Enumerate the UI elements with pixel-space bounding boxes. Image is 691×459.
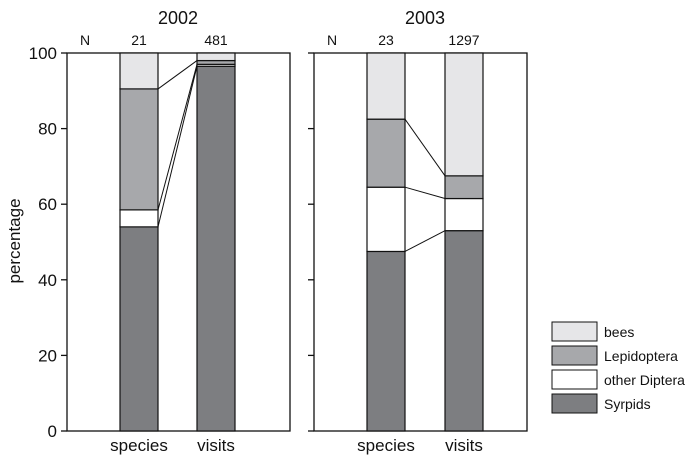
bar-segment-bees-visits-2002 [196, 52, 236, 62]
panel-2003: 2003 N 23 1297 species visits [308, 8, 528, 455]
bar-segment-bees-visits-2003 [444, 52, 484, 177]
y-tick-label-100: 100 [29, 44, 57, 63]
connector-line-2-2003 [404, 186, 446, 200]
n-label-2002: N [80, 32, 90, 48]
legend-swatch-other-diptera [551, 369, 598, 390]
legend-label-bees: bees [604, 324, 634, 340]
legend-label-other-diptera: other Diptera [604, 372, 685, 388]
legend-swatch-syrpids [551, 393, 598, 414]
panel-title-2002: 2002 [158, 8, 198, 28]
connector-line-3-2002 [157, 60, 198, 90]
bar-segment-other-diptera-visits-2003 [444, 197, 484, 232]
bar-segment-other-diptera-species-2003 [366, 186, 406, 253]
legend-label-syrpids: Syrpids [604, 396, 651, 412]
legend: bees Lepidoptera other Diptera Syrpids [551, 321, 685, 414]
bar-segment-other-diptera-species-2002 [119, 209, 159, 228]
n-value-visits-2003: 1297 [448, 32, 479, 48]
y-axis-label: percentage [5, 198, 24, 283]
y-tick-label-20: 20 [38, 346, 57, 365]
bar-segment-lepidoptera-species-2003 [366, 118, 406, 188]
n-value-species-2003: 23 [378, 32, 394, 48]
n-value-species-2002: 21 [131, 32, 147, 48]
plot-frame-2002 [66, 52, 291, 432]
x-tick-label-visits: visits [445, 436, 483, 455]
y-tick-label-60: 60 [38, 195, 57, 214]
n-label-2003: N [327, 32, 337, 48]
connector-line-1-2003 [404, 230, 446, 252]
bar-segment-syrpids-species-2003 [366, 250, 406, 432]
y-tick-label-0: 0 [48, 422, 57, 441]
bar-segment-syrpids-visits-2002 [196, 65, 236, 432]
panel-2002: 2002 N 21 481 species visits 0 20 40 60 80 10… [29, 8, 291, 455]
y-tick-label-40: 40 [38, 271, 57, 290]
x-tick-label-visits: visits [197, 436, 235, 455]
panel-title-2003: 2003 [405, 8, 445, 28]
x-tick-label-species: species [110, 436, 168, 455]
bar-segment-syrpids-visits-2003 [444, 230, 484, 432]
bar-segment-bees-species-2002 [119, 52, 159, 90]
legend-label-lepidoptera: Lepidoptera [604, 348, 678, 364]
plot-frame-2003 [313, 52, 528, 432]
y-tick-label-80: 80 [38, 120, 57, 139]
n-value-visits-2002: 481 [204, 32, 228, 48]
connector-line-2-2002 [157, 64, 198, 210]
legend-swatch-lepidoptera [551, 345, 598, 366]
bar-segment-syrpids-species-2002 [119, 226, 159, 432]
bar-segment-bees-species-2003 [366, 52, 406, 120]
legend-swatch-bees [551, 321, 598, 342]
connector-line-3-2003 [404, 118, 446, 177]
bar-segment-lepidoptera-visits-2003 [444, 175, 484, 200]
connector-line-1-2002 [157, 66, 198, 227]
x-tick-label-species: species [357, 436, 415, 455]
bar-segment-lepidoptera-species-2002 [119, 88, 159, 211]
